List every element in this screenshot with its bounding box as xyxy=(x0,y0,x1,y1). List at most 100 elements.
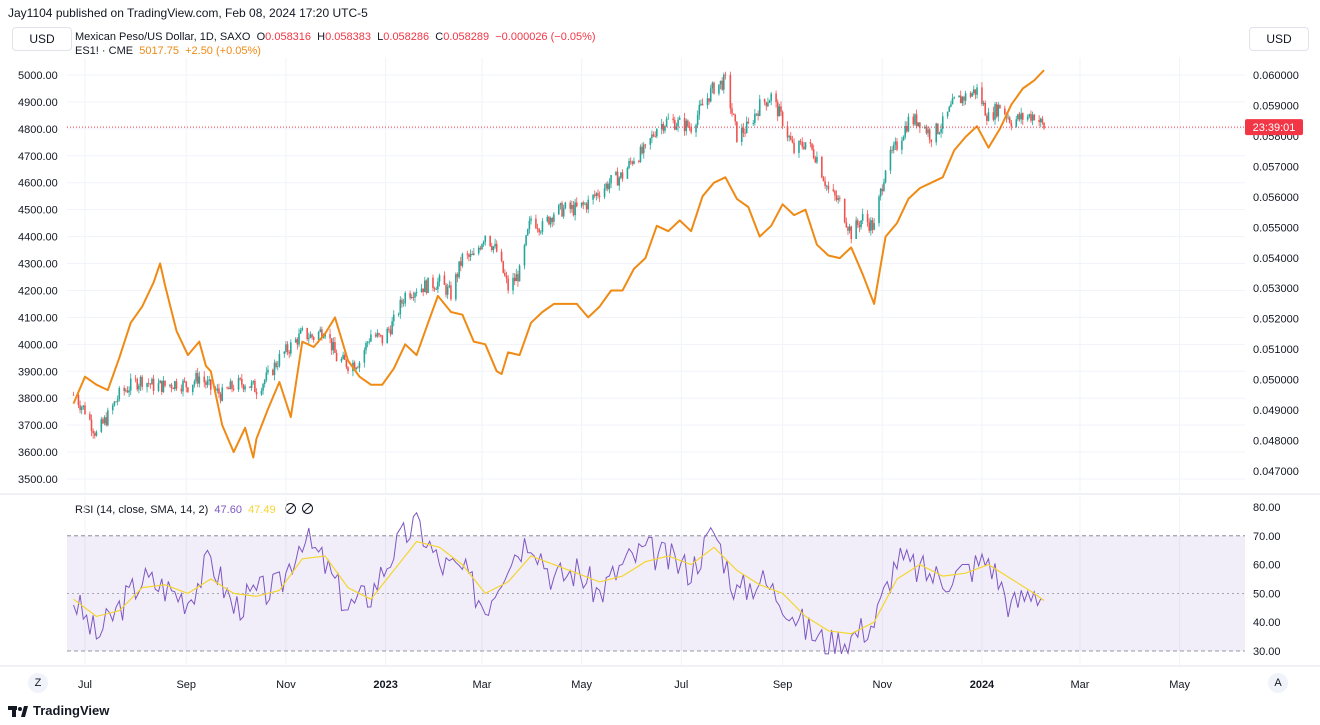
candle-body xyxy=(961,96,964,104)
candle-body xyxy=(79,405,81,410)
candle-body xyxy=(1004,108,1006,114)
hidden-icon[interactable] xyxy=(284,503,296,514)
candle-body xyxy=(1038,120,1040,123)
currency-right-button[interactable]: USD xyxy=(1249,27,1309,51)
candle-body xyxy=(386,328,389,344)
candle-body xyxy=(982,102,985,105)
candle-body xyxy=(723,74,725,90)
candle-body xyxy=(231,381,233,389)
candle-body xyxy=(987,112,990,121)
candle-body xyxy=(492,246,495,251)
candle-body xyxy=(308,337,310,340)
candle-body xyxy=(322,336,325,339)
candle-body xyxy=(925,126,928,134)
y-right-tick-label: 0.052000 xyxy=(1253,314,1299,326)
candle-body xyxy=(329,334,331,339)
candle-body xyxy=(559,203,562,206)
zoom-reset-button[interactable]: Z xyxy=(28,673,48,693)
candle-body xyxy=(479,247,482,250)
candle-body xyxy=(709,88,712,102)
candle-body xyxy=(174,381,176,390)
candle-body xyxy=(953,97,955,99)
candle-body xyxy=(940,128,942,133)
price-badge-label: 23:39:01 xyxy=(1253,122,1296,134)
currency-left-button[interactable]: USD xyxy=(12,27,72,51)
candle-body xyxy=(399,299,402,315)
candle-body xyxy=(254,380,256,393)
rsi-tick-label: 40.00 xyxy=(1253,617,1281,629)
open-label: O xyxy=(256,31,266,43)
y-left-tick-label: 4800.00 xyxy=(18,124,58,136)
candle-body xyxy=(147,383,150,384)
candle-body xyxy=(997,104,1000,117)
y-left-tick-label: 4600.00 xyxy=(18,178,58,190)
candle-body xyxy=(701,103,704,106)
candle-body xyxy=(754,113,756,124)
hidden-icon[interactable] xyxy=(301,503,313,514)
candle-body xyxy=(548,216,550,225)
candle-body xyxy=(242,384,245,390)
candle-body xyxy=(185,381,188,388)
candle-body xyxy=(374,334,377,337)
candle-body xyxy=(672,118,674,121)
candle-body xyxy=(736,121,738,142)
candle-body xyxy=(731,108,733,114)
y-left-tick-label: 4500.00 xyxy=(18,205,58,217)
candle-body xyxy=(971,93,973,97)
candle-body xyxy=(569,202,572,209)
candle-body xyxy=(82,405,85,408)
candle-body xyxy=(345,359,348,368)
candle-body xyxy=(84,405,86,415)
candle-body xyxy=(141,376,143,388)
candle-body xyxy=(742,127,745,133)
candle-body xyxy=(1039,118,1042,123)
candle-body xyxy=(456,274,459,278)
y-right-tick-label: 0.054000 xyxy=(1253,253,1299,265)
rsi-title[interactable]: RSI (14, close, SMA, 14, 2) xyxy=(75,504,209,516)
candle-body xyxy=(698,104,701,115)
candle-body xyxy=(391,321,393,335)
x-axis-label: 2023 xyxy=(373,679,397,691)
candle-body xyxy=(402,303,405,305)
candle-body xyxy=(809,142,812,144)
candle-body xyxy=(883,182,885,192)
candle-body xyxy=(734,114,737,122)
auto-scale-button[interactable]: A xyxy=(1268,673,1288,693)
candle-body xyxy=(976,87,978,95)
candle-body xyxy=(948,106,951,112)
candle-body xyxy=(1017,114,1019,120)
candle-body xyxy=(839,198,841,199)
es-change: +2.50 (+0.05%) xyxy=(185,45,261,57)
candle-body xyxy=(745,121,748,134)
candle-body xyxy=(685,120,688,132)
candle-body xyxy=(244,386,246,390)
candle-body xyxy=(136,379,139,390)
candle-body xyxy=(665,119,668,127)
candle-body xyxy=(468,254,470,257)
candle-body xyxy=(172,388,174,390)
candle-body xyxy=(638,160,640,162)
rsi-tick-label: 80.00 xyxy=(1253,502,1281,514)
es-title[interactable]: ES1! · CME xyxy=(75,45,134,57)
candle-body xyxy=(1020,113,1022,120)
candle-body xyxy=(884,170,887,183)
candle-body xyxy=(928,129,931,140)
candle-body xyxy=(832,189,835,191)
candle-body xyxy=(513,277,516,282)
symbol-title[interactable]: Mexican Peso/US Dollar, 1D, SAXO xyxy=(75,31,251,43)
candle-body xyxy=(306,328,308,340)
y-right-tick-label: 0.057000 xyxy=(1253,161,1299,173)
es1-series-line xyxy=(72,69,1045,459)
candle-body xyxy=(845,222,848,228)
candle-body xyxy=(881,188,884,192)
candle-body xyxy=(564,202,567,209)
candle-body xyxy=(458,261,460,278)
candle-body xyxy=(549,217,552,225)
candle-body xyxy=(873,223,875,230)
y-right-tick-label: 0.060000 xyxy=(1253,70,1299,82)
candle-body xyxy=(118,387,121,400)
candle-body xyxy=(370,334,372,342)
candle-body xyxy=(1041,118,1044,123)
candle-body xyxy=(294,339,297,343)
